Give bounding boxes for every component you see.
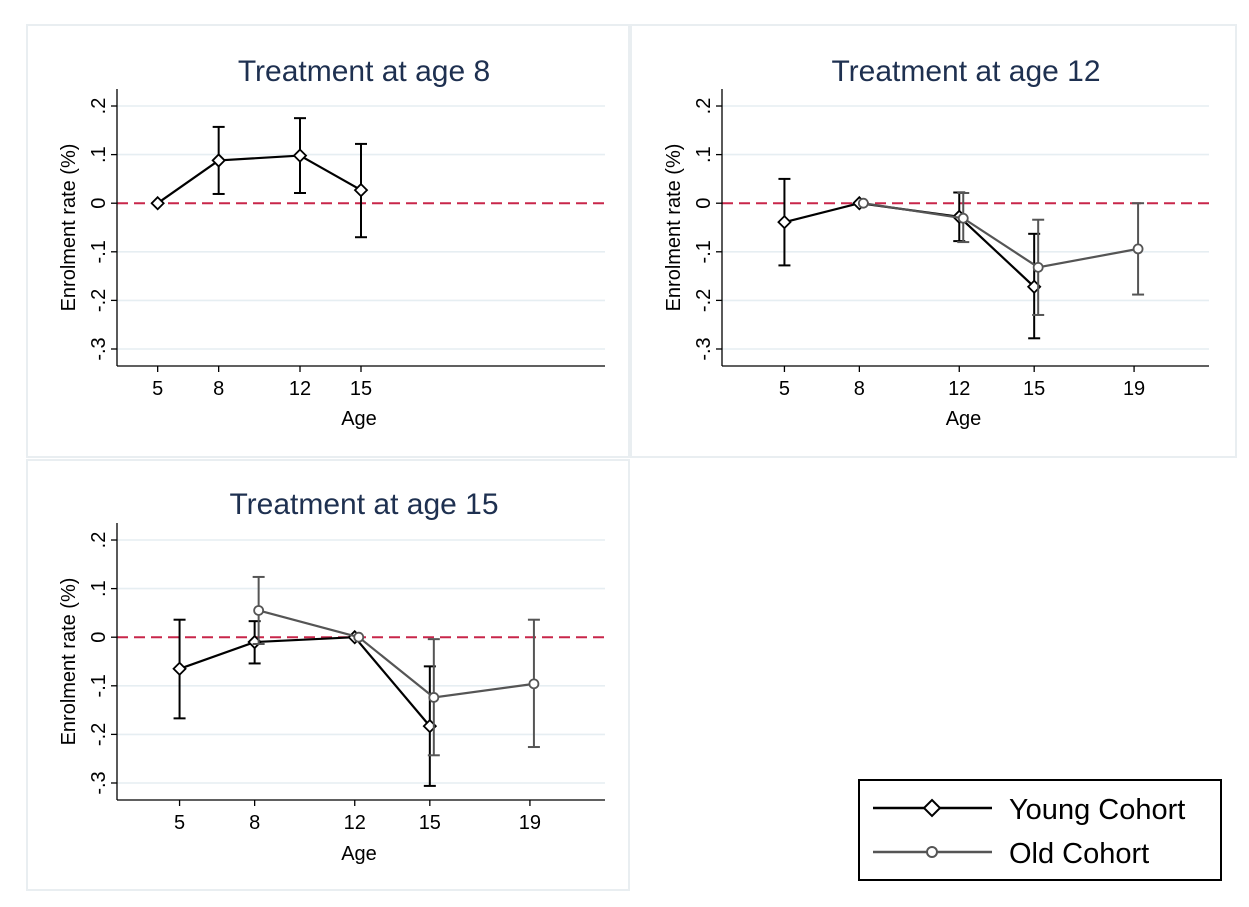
legend-young-label: Young Cohort [1009, 794, 1185, 826]
chart-title: Treatment at age 8 [238, 55, 490, 88]
y-tick-label: .2 [88, 532, 110, 549]
y-tick-label: -.3 [88, 337, 110, 360]
series-line [179, 636, 431, 727]
panels: .2 .1 0 -.1 -.2 -.3 5 8 12 15 Treatment at age 8 Ag… [26, 24, 1237, 891]
legend-old-marker [926, 846, 938, 858]
chart-panel-1: .2 .1 0 -.1 -.2 -.3 5 8 12 15 Treatment at age 8 Ag… [26, 24, 630, 458]
x-tick-label: 19 [519, 812, 541, 834]
y-tick-label: 0 [88, 632, 110, 643]
data-point [1032, 261, 1044, 273]
y-tick-label: -.1 [693, 240, 715, 263]
x-tick-label: 15 [1023, 378, 1045, 400]
y-tick-label: .1 [693, 146, 715, 163]
series-old-cohort [857, 191, 1145, 316]
y-tick-label: 0 [693, 198, 715, 209]
data-point [428, 692, 440, 703]
x-tick-label: 15 [419, 812, 441, 834]
series-young-cohort [150, 117, 369, 239]
y-tick-label: 0 [88, 198, 110, 209]
y-tick-label: -.1 [88, 674, 110, 697]
x-tick-label: 19 [1123, 378, 1145, 400]
data-point [1132, 243, 1144, 255]
chart-panel-2: .2 .1 0 -.1 -.2 -.3 5 8 12 15 19 Treatment at age 1… [630, 24, 1237, 458]
y-tick-label: .1 [88, 146, 110, 163]
y-tick-label: -.2 [693, 289, 715, 312]
data-point [777, 214, 792, 230]
data-point [172, 661, 187, 677]
data-point [211, 153, 226, 168]
x-tick-label: 12 [948, 378, 970, 400]
legend-entry-young: Young Cohort [873, 794, 1185, 826]
x-axis-label: Age [946, 408, 982, 430]
data-point [253, 605, 265, 616]
data-point [528, 678, 540, 690]
panel-background [26, 24, 630, 458]
y-tick-label: .1 [88, 580, 110, 597]
data-point [292, 148, 308, 163]
x-tick-label: 12 [289, 378, 311, 400]
x-tick-label: 12 [344, 812, 366, 834]
y-axis-label: Enrolment rate (%) [58, 144, 80, 312]
y-axis-label: Enrolment rate (%) [58, 578, 80, 746]
x-tick-label: 8 [854, 378, 865, 400]
x-tick-label: 15 [350, 378, 372, 400]
data-point [857, 197, 869, 209]
x-tick-label: 5 [152, 378, 163, 400]
legend: Young Cohort Old Cohort [858, 779, 1222, 881]
series-line [863, 202, 1139, 269]
data-point [957, 212, 969, 224]
x-tick-label: 5 [779, 378, 790, 400]
panel-background [630, 24, 1237, 458]
x-axis-label: Age [341, 408, 377, 430]
y-tick-label: -.3 [88, 771, 110, 794]
y-tick-label: -.3 [693, 337, 715, 360]
series-old-cohort [252, 575, 540, 757]
x-tick-label: 8 [213, 378, 224, 400]
panel-background [26, 459, 630, 891]
legend-young-marker [922, 798, 942, 818]
x-tick-label: 5 [174, 812, 185, 834]
x-tick-label: 8 [249, 812, 260, 834]
y-tick-label: .2 [693, 98, 715, 115]
y-tick-label: -.2 [88, 723, 110, 746]
data-point [353, 182, 369, 198]
chart-title: Treatment at age 12 [831, 55, 1100, 88]
chart-title: Treatment at age 15 [229, 488, 498, 521]
data-point [353, 631, 365, 643]
y-axis-label: Enrolment rate (%) [663, 144, 685, 312]
legend-entry-old: Old Cohort [873, 838, 1149, 870]
series-line [157, 154, 362, 205]
chart-panel-3: .2 .1 0 -.1 -.2 -.3 5 8 12 15 19 Treatment at age 1… [26, 459, 630, 891]
x-axis-label: Age [341, 843, 377, 865]
legend-box [858, 779, 1222, 881]
series-line [258, 609, 535, 699]
legend-old-label: Old Cohort [1009, 838, 1149, 870]
y-tick-label: -.1 [88, 240, 110, 263]
y-tick-label: .2 [88, 98, 110, 115]
data-point [150, 195, 165, 211]
y-tick-label: -.2 [88, 289, 110, 312]
